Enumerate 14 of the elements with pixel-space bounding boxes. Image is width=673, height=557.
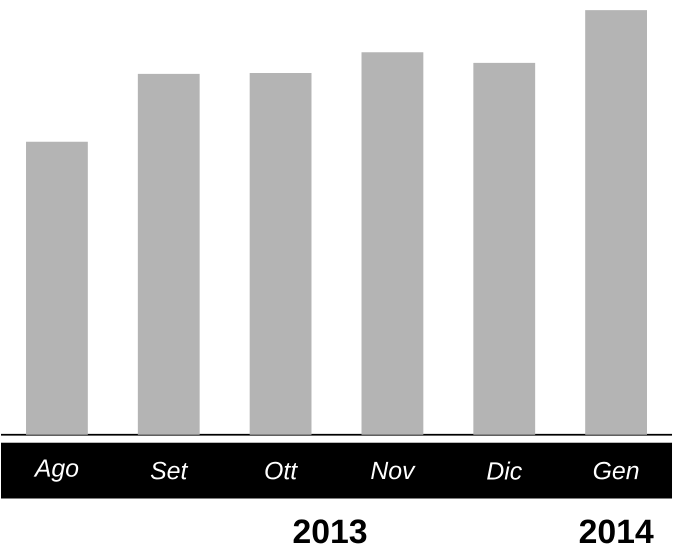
bar: [362, 52, 424, 435]
bar: [473, 62, 536, 435]
bar: [26, 142, 88, 435]
x-tick-label: Set: [150, 462, 188, 480]
x-tick-label: Dic: [487, 461, 522, 480]
x-tick-label: Ott: [265, 462, 298, 480]
x-tick-label: Gen: [594, 462, 638, 480]
bar: [250, 72, 312, 435]
bar: [138, 74, 200, 435]
x-tick-label: Nov: [371, 462, 416, 480]
text: 2014: [580, 519, 654, 544]
x-tick-label: Ago: [34, 459, 78, 482]
bar: [585, 10, 648, 435]
text: 2013: [294, 519, 366, 544]
